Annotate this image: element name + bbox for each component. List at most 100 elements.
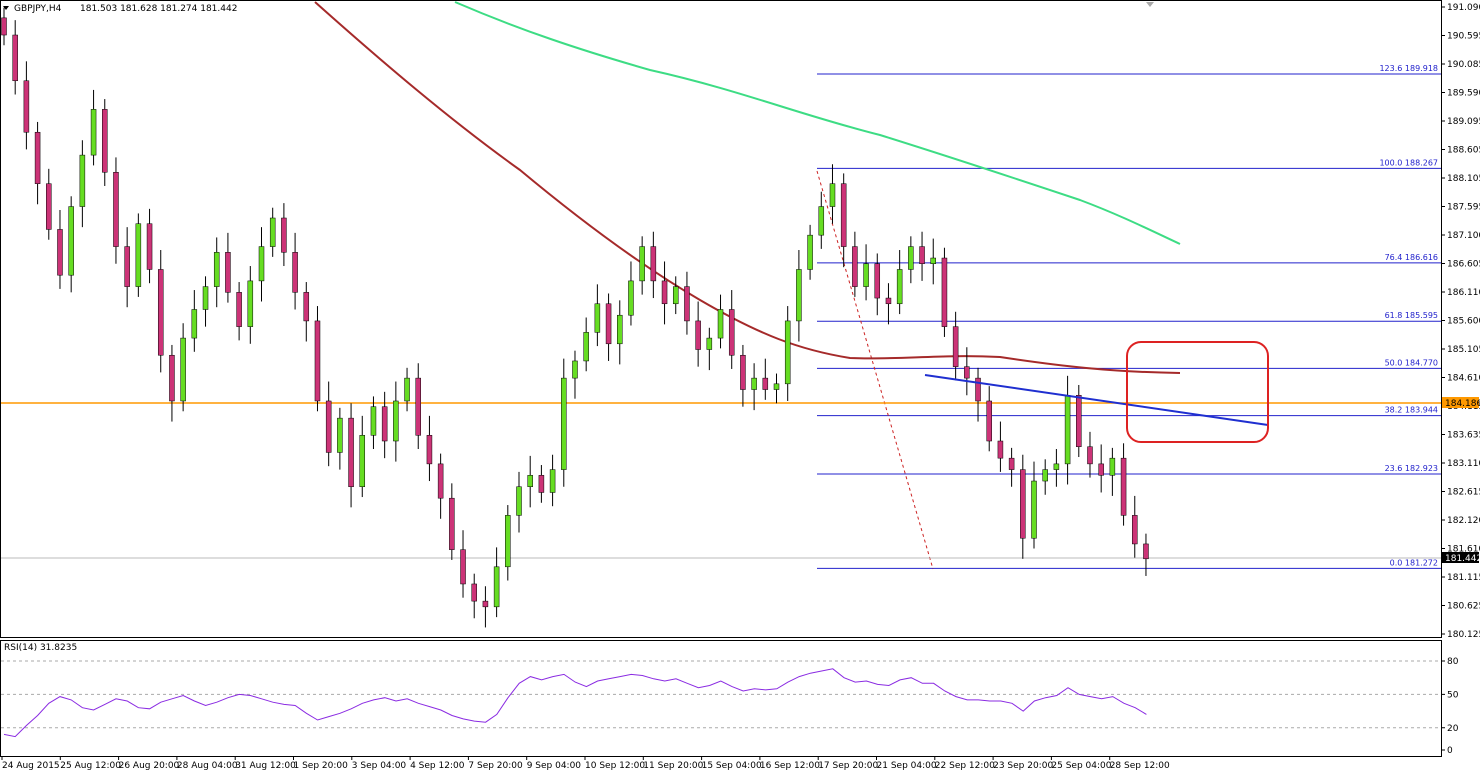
candle-body xyxy=(124,246,130,287)
scroll-marker-icon[interactable] xyxy=(1146,2,1154,7)
candle-body xyxy=(180,337,186,402)
candle-body xyxy=(728,309,735,356)
candle-body xyxy=(583,332,589,362)
current-price-text: 181.442 xyxy=(1445,554,1480,564)
candle-body xyxy=(516,486,522,516)
candle-body xyxy=(650,246,657,282)
price-tick-label: 190.085 xyxy=(1447,60,1480,70)
time-tick-label: 15 Sep 04:00 xyxy=(702,761,762,771)
candle-body xyxy=(1042,469,1048,482)
candle-body xyxy=(617,314,623,345)
candle-body xyxy=(146,223,153,270)
candle-body xyxy=(202,286,209,310)
candle-body xyxy=(986,400,992,442)
fib-level-label: 50.0 184.770 xyxy=(1385,358,1438,367)
price-tick-label: 182.120 xyxy=(1447,516,1480,526)
candle-body xyxy=(561,377,567,470)
time-tick-label: 28 Sep 12:00 xyxy=(1110,761,1170,771)
highlight-box xyxy=(1126,341,1269,443)
price-tick-label: 183.635 xyxy=(1447,431,1480,441)
time-tick-label: 25 Aug 12:00 xyxy=(60,761,121,771)
price-tick-label: 185.105 xyxy=(1447,345,1480,355)
candle-body xyxy=(68,206,74,276)
candle-body xyxy=(1020,469,1026,539)
rsi-line xyxy=(3,668,1147,738)
time-tick-label: 26 Aug 20:00 xyxy=(119,761,180,771)
price-tick-label: 190.595 xyxy=(1447,32,1480,42)
time-tick-label: 7 Sep 20:00 xyxy=(468,761,523,771)
candle-body xyxy=(941,257,948,327)
candle-body xyxy=(706,337,713,350)
rsi-pane xyxy=(0,640,1442,757)
candle-body xyxy=(549,469,556,493)
rsi-tick-label: 50 xyxy=(1447,690,1459,700)
candle-body xyxy=(236,292,242,327)
candle-body xyxy=(113,172,119,247)
price-tick-label: 184.610 xyxy=(1447,374,1480,384)
candle-body xyxy=(437,463,444,499)
candle-body xyxy=(695,320,701,350)
candle-body xyxy=(1143,543,1149,560)
candle-body xyxy=(1,17,7,36)
candle-body xyxy=(1120,457,1127,516)
fib-level-label: 0.0 181.272 xyxy=(1390,558,1438,567)
time-tick-label: 23 Sep 20:00 xyxy=(993,761,1053,771)
candle-body xyxy=(225,252,231,293)
time-tick-label: 1 Sep 20:00 xyxy=(294,761,349,771)
candle-body xyxy=(135,223,142,287)
candle-body xyxy=(863,263,869,287)
time-tick-label: 22 Sep 12:00 xyxy=(935,761,995,771)
sma-slow-line xyxy=(454,1,1181,245)
candle-body xyxy=(975,377,981,402)
candle-body xyxy=(359,435,366,488)
candle-body xyxy=(964,366,970,379)
price-axis: 191.090 190.595 190.085 189.590 189.095 188.6… xyxy=(1441,3,1480,640)
candle-body xyxy=(46,183,52,230)
candle-body xyxy=(919,246,925,264)
candle-body xyxy=(594,303,601,333)
price-tick-label: 187.100 xyxy=(1447,231,1480,241)
candle-body xyxy=(1132,515,1138,545)
fib-level-label: 23.6 182.923 xyxy=(1385,464,1438,473)
candle-body xyxy=(1053,463,1060,470)
candle-body xyxy=(303,292,310,322)
candle-body xyxy=(505,515,511,568)
candle-body xyxy=(348,417,354,488)
time-tick-label: 4 Sep 12:00 xyxy=(410,761,465,771)
candle-body xyxy=(661,280,668,305)
trendline xyxy=(924,374,1269,426)
symbol-label: GBPJPY,H4 xyxy=(14,4,62,14)
price-tick-label: 180.125 xyxy=(1447,630,1480,640)
candles xyxy=(1,7,1149,628)
rsi-tick-label: 20 xyxy=(1447,724,1459,734)
candle-body xyxy=(628,280,634,316)
time-tick-label: 11 Sep 20:00 xyxy=(643,761,703,771)
candle-body xyxy=(852,246,858,287)
candle-body xyxy=(1008,457,1015,470)
candle-body xyxy=(605,303,612,345)
price-tick-label: 181.610 xyxy=(1447,545,1480,555)
candle-body xyxy=(874,263,881,299)
rsi-axis: 80 50 20 0 xyxy=(1441,657,1459,756)
sma-fast-line xyxy=(314,1,1181,374)
candle-body xyxy=(885,297,892,305)
time-tick-label: 17 Sep 20:00 xyxy=(818,761,878,771)
candle-body xyxy=(404,377,410,402)
candle-body xyxy=(1064,395,1071,465)
candle-body xyxy=(213,252,220,287)
rsi-tick-label: 80 xyxy=(1447,657,1459,667)
candle-body xyxy=(269,217,276,247)
fib-level-label: 38.2 183.944 xyxy=(1385,406,1438,415)
candle-body xyxy=(415,377,421,436)
time-tick-label: 28 Aug 04:00 xyxy=(177,761,238,771)
dropdown-triangle-icon[interactable] xyxy=(3,6,9,10)
candle-body xyxy=(930,257,936,264)
candle-body xyxy=(762,377,769,390)
time-tick-label: 3 Sep 04:00 xyxy=(352,761,407,771)
candle-body xyxy=(460,549,466,585)
price-tick-label: 180.625 xyxy=(1447,602,1480,612)
candle-body xyxy=(281,217,287,253)
candle-body xyxy=(393,400,399,442)
candle-body xyxy=(908,246,914,270)
